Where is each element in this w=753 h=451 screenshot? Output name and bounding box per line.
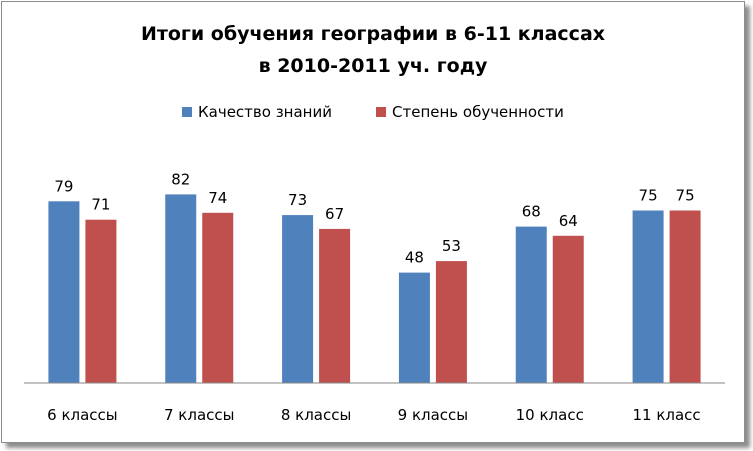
data-label-series-2-5: 64 (559, 212, 578, 230)
x-tick-label-5: 10 класс (516, 406, 584, 424)
x-tick-label-2: 7 классы (164, 406, 235, 424)
bars-group (48, 194, 701, 383)
bar-series-1-2 (165, 194, 197, 383)
bar-series-1-4 (398, 272, 430, 383)
x-axis-tick-labels: 6 классы 7 классы 8 классы 9 классы 10 класс… (47, 406, 701, 424)
legend-label-series-1: Качество знаний (198, 103, 332, 121)
bar-series-1-5 (515, 226, 547, 383)
data-label-series-1-5: 68 (522, 203, 541, 221)
bar-series-1-6 (632, 210, 664, 383)
legend-label-series-2: Степень обученности (392, 103, 564, 121)
bar-series-2-1 (85, 219, 117, 383)
x-tick-label-6: 11 класс (632, 406, 700, 424)
data-label-series-2-6: 75 (676, 187, 695, 205)
data-label-series-1-6: 75 (639, 187, 658, 205)
data-label-series-2-1: 71 (91, 196, 110, 214)
data-label-series-1-3: 73 (288, 191, 307, 209)
data-label-series-1-2: 82 (171, 170, 190, 188)
chart-title-line-1: Итоги обучения географии в 6-11 классах (141, 23, 605, 45)
legend: Качество знаний Степень обученности (182, 103, 564, 121)
bar-series-2-3 (319, 228, 351, 383)
data-label-series-1-4: 48 (405, 249, 424, 267)
bar-series-2-6 (669, 210, 701, 383)
bar-series-2-5 (552, 235, 584, 383)
x-tick-label-3: 8 классы (281, 406, 352, 424)
legend-swatch-series-1 (182, 107, 192, 117)
legend-swatch-series-2 (376, 107, 386, 117)
bar-series-2-2 (202, 212, 234, 383)
data-labels-group: 79 71 82 74 73 67 48 53 68 64 75 75 (54, 170, 694, 266)
bar-series-1-1 (48, 201, 80, 383)
data-label-series-2-2: 74 (208, 189, 227, 207)
bar-series-1-3 (282, 215, 314, 383)
chart-title-line-2: в 2010-2011 уч. году (259, 55, 488, 77)
data-label-series-2-3: 67 (325, 205, 344, 223)
bar-series-2-4 (435, 261, 467, 383)
data-label-series-2-4: 53 (442, 237, 461, 255)
chart-area: Итоги обучения географии в 6-11 классах … (1, 1, 745, 443)
bar-chart: Итоги обучения географии в 6-11 классах … (24, 23, 725, 424)
data-label-series-1-1: 79 (54, 177, 73, 195)
x-tick-label-1: 6 классы (47, 406, 118, 424)
x-tick-label-4: 9 классы (398, 406, 469, 424)
